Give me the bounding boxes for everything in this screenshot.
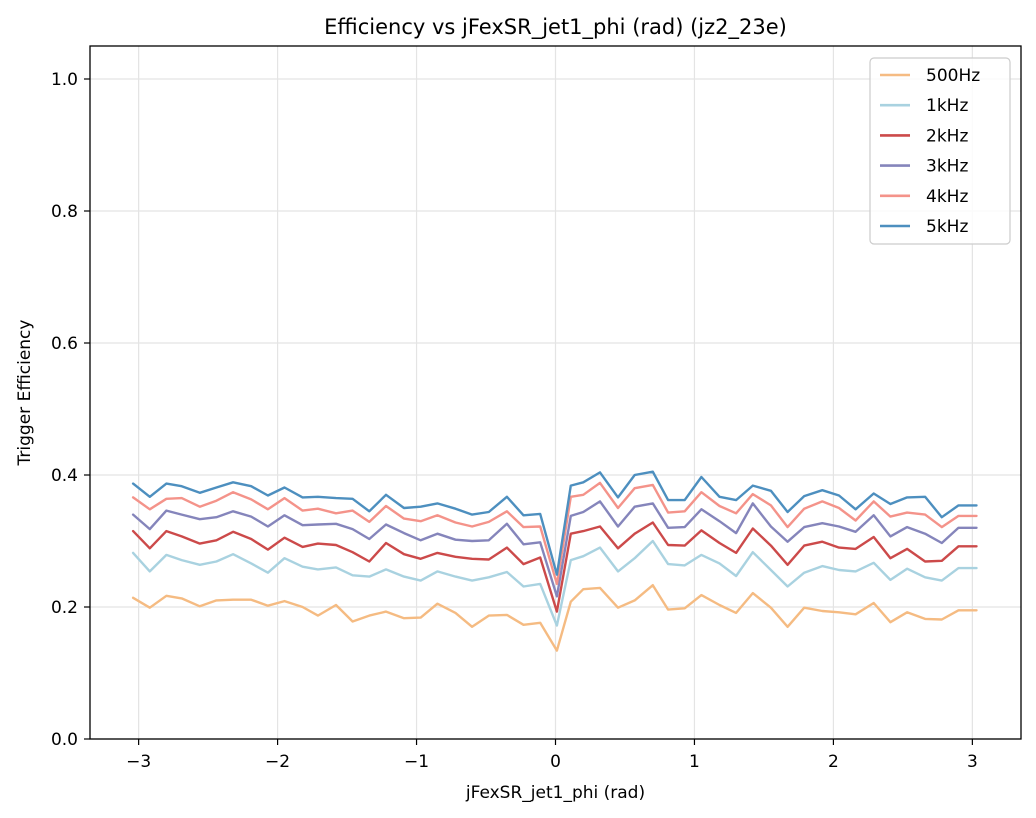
y-tick-label: 0.6 (51, 334, 78, 354)
x-axis-title: jFexSR_jet1_phi (rad) (465, 783, 645, 803)
series-1kHz (131, 539, 978, 627)
series-line (131, 539, 978, 627)
legend-label: 2kHz (926, 126, 968, 146)
series-line (131, 521, 978, 613)
x-tick-label: 3 (967, 752, 978, 772)
x-tick-label: 1 (689, 752, 700, 772)
y-tick-label: 0.4 (51, 466, 78, 486)
x-tick-label: −1 (404, 752, 429, 772)
legend-label: 3kHz (926, 157, 968, 177)
series-line (131, 500, 978, 598)
x-tick-label: −2 (265, 752, 290, 772)
series-line (131, 470, 978, 576)
legend-label: 500Hz (926, 66, 980, 86)
y-axis-title: Trigger Efficiency (15, 320, 35, 467)
chart-title: Efficiency vs jFexSR_jet1_phi (rad) (jz2… (324, 15, 787, 40)
series-500Hz (131, 584, 978, 652)
x-tick-label: 2 (828, 752, 839, 772)
y-tick-label: 0.0 (51, 730, 78, 750)
series-line (131, 584, 978, 652)
legend-label: 1kHz (926, 96, 968, 116)
y-axis: 0.0 0.2 0.4 0.6 0.8 1.0 (51, 70, 90, 750)
legend: 500Hz 1kHz 2kHz 3kHz 4kHz 5kHz (869, 57, 1011, 245)
legend-label: 4kHz (926, 187, 968, 207)
x-tick-label: −3 (126, 752, 151, 772)
y-tick-label: 0.2 (51, 598, 78, 618)
series-5kHz (131, 470, 978, 576)
x-tick-label: 0 (550, 752, 561, 772)
y-tick-label: 0.8 (51, 202, 78, 222)
x-axis: −3 −2 −1 0 1 2 3 (126, 739, 978, 772)
legend-label: 5kHz (926, 217, 968, 237)
series-4kHz (131, 481, 978, 586)
series-3kHz (131, 500, 978, 598)
series-lines (131, 470, 978, 652)
y-tick-label: 1.0 (51, 70, 78, 90)
series-2kHz (131, 521, 978, 613)
series-line (131, 481, 978, 586)
